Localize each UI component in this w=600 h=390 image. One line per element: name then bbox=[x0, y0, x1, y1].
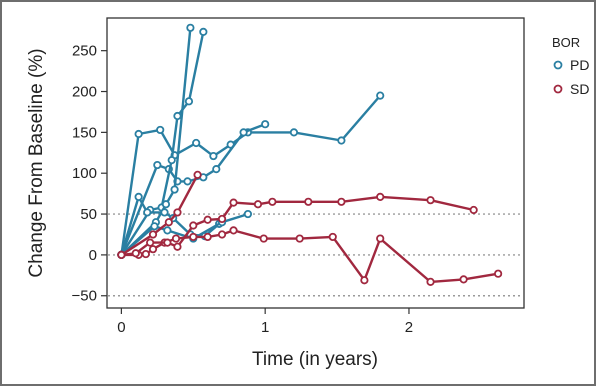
legend-marker-pd bbox=[553, 60, 563, 70]
data-point bbox=[426, 277, 435, 286]
data-point bbox=[148, 245, 158, 254]
data-point bbox=[184, 97, 194, 106]
data-point bbox=[117, 250, 126, 260]
data-point bbox=[170, 185, 179, 194]
data-point bbox=[173, 242, 182, 251]
reference-lines bbox=[108, 213, 523, 297]
data-point bbox=[186, 23, 195, 32]
legend-marker-sd bbox=[553, 84, 563, 94]
data-point bbox=[328, 232, 337, 242]
data-point bbox=[337, 136, 346, 145]
data-point bbox=[203, 215, 212, 224]
data-point bbox=[268, 197, 277, 206]
data-point bbox=[163, 226, 172, 235]
data-point bbox=[259, 234, 268, 243]
data-point bbox=[376, 192, 385, 202]
data-point bbox=[229, 226, 238, 235]
data-point bbox=[239, 128, 248, 137]
data-point bbox=[148, 230, 158, 239]
data-point bbox=[160, 208, 169, 217]
legend-label-pd: PD bbox=[570, 57, 589, 73]
series-sd-6 bbox=[117, 226, 503, 286]
data-point bbox=[161, 200, 171, 209]
series-line bbox=[121, 195, 474, 257]
data-point bbox=[304, 197, 313, 206]
series-line bbox=[120, 94, 382, 256]
data-point bbox=[156, 125, 165, 135]
legend: BOR PD SD bbox=[552, 35, 589, 97]
x-axis-label: Time (in years) bbox=[252, 349, 378, 370]
data-point bbox=[193, 170, 202, 179]
data-point bbox=[189, 221, 198, 230]
data-point bbox=[134, 192, 143, 202]
data-point bbox=[469, 205, 478, 215]
series-pd-0 bbox=[117, 91, 385, 260]
data-point bbox=[173, 208, 182, 217]
data-point bbox=[183, 177, 192, 186]
x-tick-label: 1 bbox=[261, 319, 269, 336]
data-point bbox=[494, 269, 503, 278]
x-tick-label: 2 bbox=[405, 319, 413, 336]
data-point bbox=[203, 232, 212, 242]
data-point bbox=[376, 234, 385, 243]
data-point bbox=[143, 208, 152, 217]
data-point bbox=[153, 160, 162, 170]
plot-area bbox=[106, 17, 525, 309]
data-point bbox=[134, 129, 143, 139]
data-point bbox=[376, 91, 385, 100]
series-sd-7 bbox=[117, 192, 478, 260]
data-point bbox=[150, 222, 159, 231]
series-pd-1 bbox=[117, 120, 270, 260]
data-point bbox=[217, 230, 227, 239]
legend-label-sd: SD bbox=[570, 81, 589, 97]
data-point bbox=[167, 156, 176, 165]
data-point bbox=[192, 138, 201, 148]
y-tick-label: 150 bbox=[72, 124, 97, 141]
data-point bbox=[146, 238, 155, 247]
y-tick-label: 0 bbox=[89, 247, 97, 264]
y-tick-label: 250 bbox=[72, 43, 97, 60]
y-axis-label: Change From Baseline (%) bbox=[26, 48, 47, 277]
data-point bbox=[459, 275, 468, 284]
data-point bbox=[426, 196, 435, 205]
series-layer bbox=[117, 23, 503, 286]
data-point bbox=[217, 214, 227, 224]
data-point bbox=[209, 151, 218, 161]
series-sd-8 bbox=[117, 170, 202, 260]
x-tick-label: 0 bbox=[117, 319, 125, 336]
data-point bbox=[189, 232, 198, 242]
data-point bbox=[173, 111, 182, 121]
data-point bbox=[171, 234, 181, 243]
series-line bbox=[120, 212, 249, 256]
data-point bbox=[163, 238, 172, 247]
data-point bbox=[229, 198, 238, 207]
data-point bbox=[212, 165, 221, 174]
y-axis-ticks: −50 0 50 100 150 200 250 bbox=[72, 43, 107, 305]
data-point bbox=[131, 249, 140, 258]
y-tick-label: 100 bbox=[72, 165, 97, 182]
data-point bbox=[337, 197, 346, 206]
x-axis-ticks: 0 1 2 bbox=[117, 308, 413, 336]
data-point bbox=[141, 249, 150, 259]
data-point bbox=[261, 120, 270, 129]
data-point bbox=[164, 218, 173, 227]
legend-title: BOR bbox=[552, 35, 580, 50]
y-tick-label: 200 bbox=[72, 84, 97, 101]
data-point bbox=[360, 276, 369, 285]
y-tick-label: 50 bbox=[80, 206, 97, 223]
data-point bbox=[199, 27, 208, 36]
data-point bbox=[289, 128, 299, 137]
data-point bbox=[253, 200, 263, 209]
data-point bbox=[243, 209, 253, 219]
y-tick-label: −50 bbox=[72, 288, 97, 305]
data-point bbox=[295, 234, 304, 243]
